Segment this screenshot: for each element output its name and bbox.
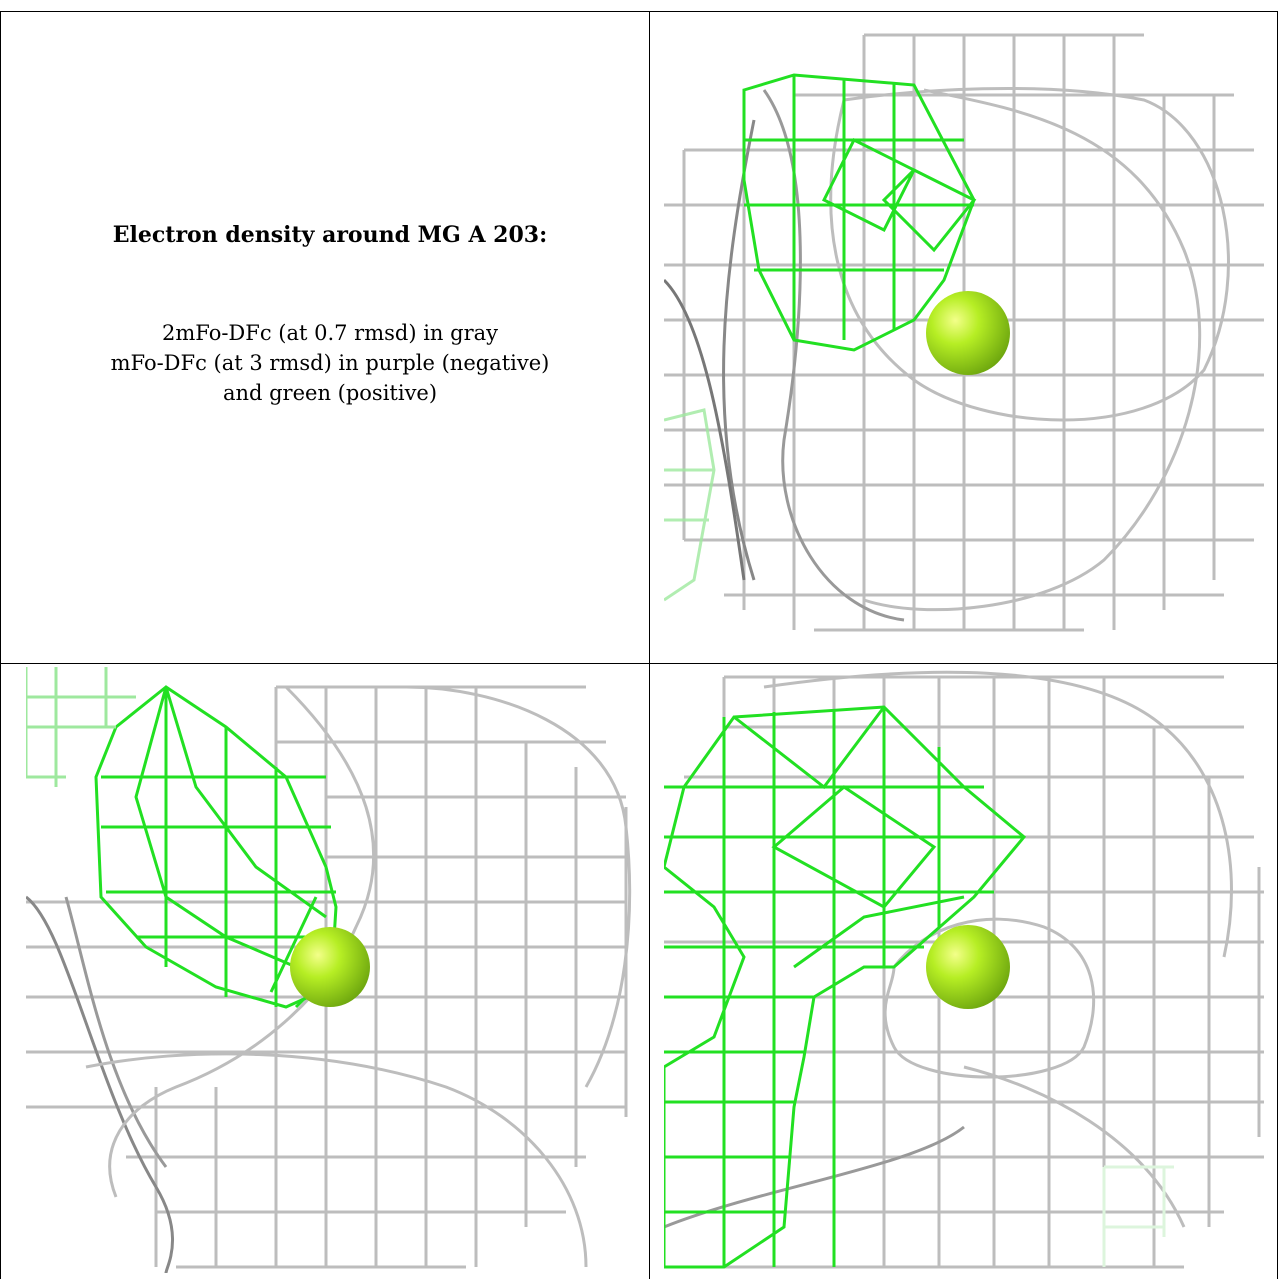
map-fofc-positive-faded (26, 667, 136, 787)
legend-fofc-positive: and green (positive) (222, 381, 438, 405)
mg-ion-sphere (926, 291, 1010, 375)
legend-2fofc: 2mFo-DFc (at 0.7 rmsd) in gray (162, 321, 498, 345)
map-fofc-positive-mesh (94, 685, 338, 1009)
density-view-2 (26, 667, 632, 1273)
map-fofc-positive-mesh (742, 73, 977, 352)
legend-fofc: mFo-DFc (at 3 rmsd) in purple (negative) (110, 351, 550, 375)
grid-top-border (0, 11, 1278, 12)
map-fofc-positive-mesh (664, 705, 1027, 1269)
grid-middle-border (0, 663, 1278, 664)
density-view-3 (664, 667, 1270, 1273)
grid-center-border (649, 11, 650, 1279)
map-fofc-positive-faded (664, 408, 716, 602)
mg-ion-sphere (290, 927, 370, 1007)
mg-ion-sphere (926, 925, 1010, 1009)
caption-cell: Electron density around MG A 203: 2mFo-D… (12, 12, 648, 636)
map-fofc-positive-faded (1102, 1165, 1174, 1267)
density-view-1 (664, 20, 1270, 636)
caption-title: Electron density around MG A 203: (112, 222, 548, 248)
grid-left-border (0, 11, 1, 1279)
